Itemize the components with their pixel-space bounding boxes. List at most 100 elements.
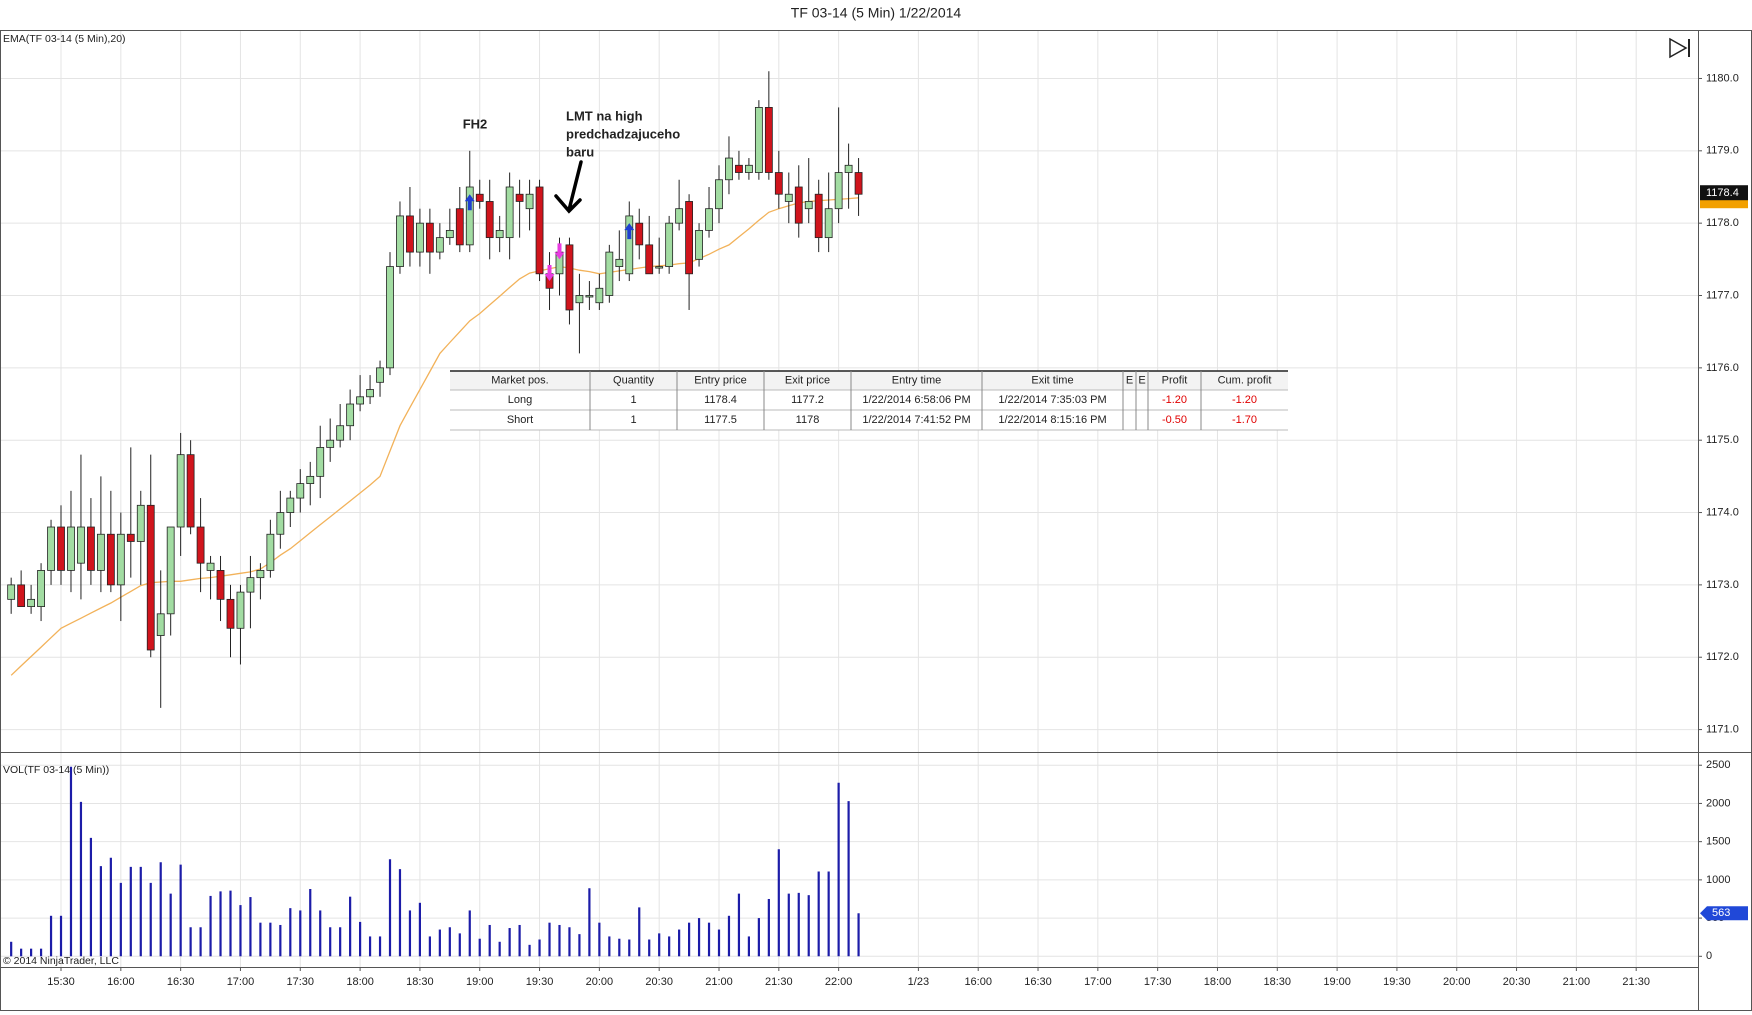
candle-body [236, 591, 245, 629]
y-tick-label: 1171.0 [1706, 723, 1739, 735]
execution-arrow [624, 223, 635, 240]
last-price-label: 1178.4 [1706, 187, 1739, 199]
last-volume-label: 563 [1712, 907, 1730, 919]
x-tick-label: 21:30 [1622, 976, 1650, 988]
x-tick-label: 16:30 [167, 976, 195, 988]
table-header: Profit [1162, 374, 1188, 386]
table-cell: 1/22/2014 7:35:03 PM [998, 394, 1106, 406]
y-tick-label: 1172.0 [1706, 651, 1739, 663]
candle-body [47, 526, 55, 571]
candle-body [745, 164, 753, 173]
x-tick-label: 21:00 [1563, 976, 1591, 988]
x-tick-label: 19:30 [526, 976, 554, 988]
button-icon[interactable] [1669, 37, 1688, 59]
candle-body [764, 107, 773, 173]
x-tick-label: 20:00 [1443, 976, 1471, 988]
candle-body [675, 208, 684, 224]
candle-body [326, 439, 335, 448]
candle-body [525, 193, 534, 210]
candle-body [635, 222, 644, 246]
y-tick-label: 2000 [1706, 797, 1730, 809]
x-tick-label: 18:30 [406, 976, 434, 988]
candle-body [226, 598, 235, 629]
x-tick-label: 16:00 [107, 976, 135, 988]
candle-body [416, 222, 424, 253]
candle-body [435, 237, 444, 253]
candle-body [695, 229, 703, 260]
candle-body [356, 396, 364, 405]
x-tick-label: 21:00 [705, 976, 733, 988]
candle-body [605, 251, 614, 296]
table-header: Market pos. [491, 374, 548, 386]
copyright: © 2014 NinjaTrader, LLC [3, 955, 119, 967]
candle-body [336, 425, 345, 441]
plot-layer [7, 71, 863, 957]
candle-body [774, 172, 783, 195]
candle-body [406, 215, 414, 253]
candle-body [535, 186, 544, 275]
x-tick-label: 15:30 [47, 976, 75, 988]
y-tick-label: 1175.0 [1706, 434, 1739, 446]
table-cell: 1 [630, 394, 636, 406]
y-tick-label: 1174.0 [1706, 506, 1739, 518]
table-cell: 1177.5 [704, 414, 737, 426]
table-cell: Short [507, 414, 533, 426]
y-tick-label: 1500 [1706, 836, 1730, 848]
x-tick-label: 20:30 [645, 976, 673, 988]
indicator-label: VOL(TF 03-14 (5 Min)) [3, 764, 109, 776]
candle-body [465, 186, 474, 246]
table-header: Cum. profit [1218, 374, 1272, 386]
candle-body [685, 201, 693, 275]
scroll-end-button[interactable] [1664, 36, 1694, 60]
candle-body [296, 483, 305, 499]
annotation-arrow [554, 160, 583, 214]
table-cell: 1 [630, 414, 636, 426]
candle-body [715, 179, 723, 210]
candle-body [645, 244, 654, 275]
last-price-box [1700, 185, 1748, 201]
table-cell: -0.50 [1162, 414, 1187, 426]
candle-body [316, 447, 325, 477]
table-header: Quantity [613, 374, 654, 386]
execution-arrow [544, 265, 555, 282]
candle-body [784, 193, 793, 202]
x-tick-label: 19:00 [466, 976, 494, 988]
candle-body [565, 244, 574, 311]
table-cell: Long [508, 394, 532, 406]
candle-body [804, 201, 813, 210]
candle-body [495, 229, 504, 239]
candle-body [585, 295, 594, 298]
candle-body [455, 208, 464, 246]
candle-body [37, 570, 45, 607]
candle-body [266, 533, 275, 571]
execution-arrow [464, 194, 475, 211]
candle-body [276, 512, 285, 535]
candle-body [306, 475, 315, 485]
candle-body [106, 533, 115, 586]
annotation: FH2 [463, 116, 488, 131]
candle-body [27, 598, 36, 607]
y-tick-label: 1178.0 [1706, 217, 1739, 229]
execution-arrow [554, 243, 565, 260]
candle-body [834, 172, 843, 210]
candle-body [286, 497, 295, 513]
candle-body [665, 222, 674, 267]
y-tick-label: 1177.0 [1706, 289, 1739, 301]
candle-body [475, 193, 484, 202]
annotation: baru [566, 144, 594, 159]
candle-body [176, 454, 185, 528]
candle-body [186, 454, 195, 528]
x-tick-label: 18:30 [1264, 976, 1292, 988]
last-volume-box [1700, 906, 1748, 921]
candle-body [754, 107, 763, 173]
table-cell: 1/22/2014 7:41:52 PM [862, 414, 970, 426]
x-tick-label: 1/23 [908, 976, 929, 988]
annotation: LMT na high [566, 108, 643, 123]
table-cell: 1/22/2014 8:15:16 PM [998, 414, 1106, 426]
x-tick-label: 17:00 [227, 976, 255, 988]
candle-body [425, 222, 434, 253]
candle-body [87, 526, 95, 571]
overlay-layer: EMA(TF 03-14 (5 Min),20) FH2 LMT na high pr… [3, 33, 1748, 967]
